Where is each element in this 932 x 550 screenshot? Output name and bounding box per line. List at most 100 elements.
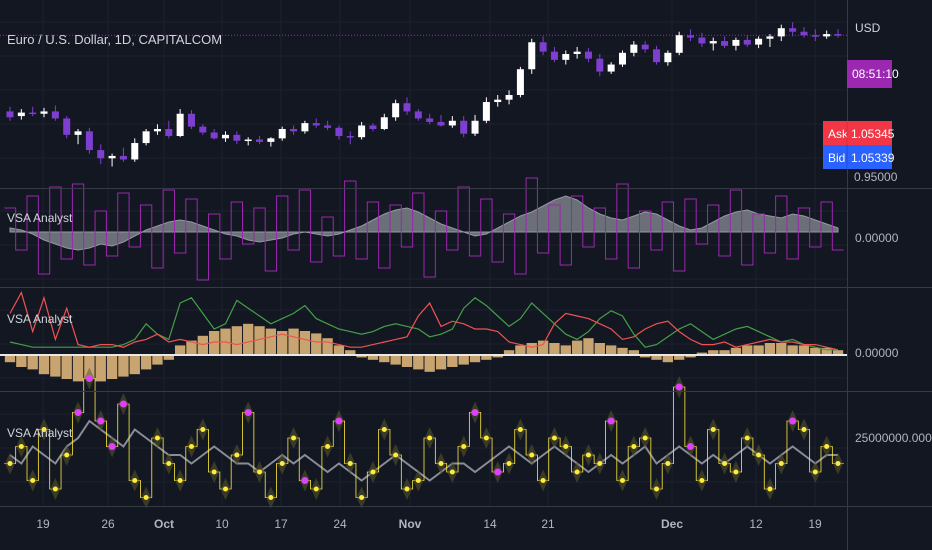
marker-point — [393, 452, 399, 458]
marker-point — [835, 461, 841, 466]
histogram-bar — [537, 340, 549, 355]
candle-body — [108, 155, 116, 159]
marker-point — [597, 461, 603, 466]
histogram-bar — [503, 350, 515, 355]
histogram-bar — [469, 355, 481, 363]
candle-body — [222, 134, 230, 139]
indicator-pane-3[interactable] — [4, 367, 844, 509]
candle-body — [630, 44, 638, 53]
marker-point — [41, 427, 47, 432]
marker-point — [52, 486, 58, 492]
candle-body — [346, 136, 354, 138]
marker-point — [404, 486, 410, 492]
marker-point — [244, 409, 252, 416]
candle-body — [290, 128, 298, 132]
marker-point — [132, 478, 138, 483]
currency-label[interactable]: USD — [855, 21, 881, 35]
histogram-bar — [515, 345, 526, 355]
time-axis-label: 21 — [541, 517, 555, 531]
histogram-bar — [594, 343, 605, 355]
histogram-bar — [810, 347, 821, 355]
candle-body — [550, 51, 558, 60]
candle-body — [755, 38, 763, 45]
pane1-tick-label: 0.00000 — [855, 231, 899, 245]
marker-point — [789, 417, 797, 425]
histogram-bar — [447, 355, 458, 367]
histogram-bar — [742, 345, 753, 355]
candle-body — [777, 28, 785, 37]
marker-point — [631, 444, 637, 449]
time-axis-label: 19 — [808, 517, 822, 531]
candle-body — [97, 150, 105, 159]
indicator-pane-1[interactable] — [4, 177, 844, 281]
red-line-series — [9, 291, 839, 351]
marker-point — [687, 443, 695, 450]
candle-body — [187, 113, 195, 127]
histogram-bar — [549, 343, 560, 355]
candle-body — [244, 139, 252, 142]
marker-point — [313, 486, 319, 492]
marker-point — [710, 427, 716, 432]
marker-point — [767, 486, 773, 492]
marker-point — [665, 461, 671, 466]
candle-body — [85, 131, 93, 151]
marker-point — [85, 375, 93, 382]
histogram-bar — [798, 345, 810, 355]
histogram-bar — [571, 340, 583, 355]
histogram-bar — [16, 355, 27, 367]
symbol-title: Euro / U.S. Dollar, 1D, CAPITALCOM — [7, 32, 222, 47]
candle-body — [618, 52, 626, 65]
candle-body — [789, 28, 797, 32]
time-axis-label: 14 — [483, 517, 497, 531]
marker-point — [7, 461, 13, 466]
marker-point — [438, 461, 444, 466]
candle-body — [301, 123, 309, 132]
time-axis-label: 19 — [36, 517, 50, 531]
candle-body — [766, 36, 774, 39]
candle-body — [403, 103, 411, 112]
candle-body — [426, 118, 434, 122]
candle-body — [210, 132, 218, 139]
price-pane[interactable] — [0, 22, 847, 167]
histogram-bar — [379, 355, 390, 363]
candle-body — [687, 35, 695, 38]
histogram-bar — [299, 331, 311, 355]
histogram-bar — [605, 345, 617, 355]
candle-body — [721, 41, 729, 46]
green-line-series — [9, 297, 838, 351]
histogram-bar — [208, 331, 220, 355]
candle-body — [505, 95, 513, 100]
candle-body — [800, 31, 808, 36]
candle-body — [51, 111, 59, 119]
indicator-pane-2[interactable] — [0, 291, 847, 382]
candle-body — [732, 39, 740, 46]
bid-label: Bid — [828, 151, 845, 165]
histogram-bar — [401, 355, 413, 367]
marker-point — [325, 444, 331, 449]
marker-point — [778, 461, 784, 466]
histogram-bar — [832, 350, 844, 355]
marker-point — [335, 417, 343, 425]
marker-point — [642, 435, 648, 441]
candle-body — [698, 37, 706, 44]
candle-body — [380, 117, 388, 129]
histogram-bar — [424, 355, 435, 372]
time-axis[interactable]: 19 26 Oct 10 17 24 Nov 14 21 Dec 12 19 — [36, 517, 822, 531]
marker-point — [551, 435, 557, 441]
marker-point — [574, 469, 580, 475]
candle-body — [358, 125, 366, 138]
histogram-bar — [152, 355, 163, 365]
marker-point — [654, 486, 660, 492]
histogram-bar — [288, 328, 299, 355]
histogram-bar — [787, 345, 798, 355]
marker-point — [585, 452, 591, 458]
marker-point — [461, 444, 467, 449]
marker-point — [756, 452, 762, 458]
histogram-bar — [526, 343, 537, 355]
candle-body — [369, 125, 377, 129]
marker-point — [188, 444, 194, 449]
time-axis-label: 17 — [274, 517, 288, 531]
marker-point — [722, 461, 728, 466]
time-axis-label: 26 — [101, 517, 115, 531]
